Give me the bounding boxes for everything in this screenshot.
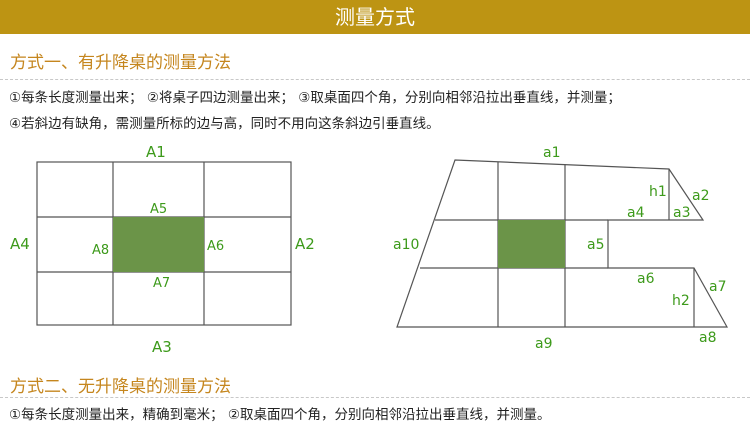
label-A4: A4 xyxy=(10,235,30,253)
label-a8: a8 xyxy=(699,330,717,346)
table-outline xyxy=(36,161,292,326)
method1-title: 方式一、有升降桌的测量方法 xyxy=(10,53,231,73)
label-A2: A2 xyxy=(295,235,315,253)
header-banner xyxy=(0,0,750,34)
label-A1: A1 xyxy=(146,143,166,161)
label-a1: a1 xyxy=(543,145,561,161)
divider xyxy=(0,397,750,398)
label-h1: h1 xyxy=(649,184,667,200)
label-a10: a10 xyxy=(393,237,419,253)
label-h2: h2 xyxy=(672,293,690,309)
label-A6: A6 xyxy=(207,239,224,254)
label-A5: A5 xyxy=(150,202,167,217)
label-a4: a4 xyxy=(627,205,645,221)
page-title: 测量方式 xyxy=(335,5,415,29)
left-highlight-area xyxy=(113,217,204,272)
label-a5: a5 xyxy=(587,237,605,253)
label-a2: a2 xyxy=(692,188,710,204)
label-A3: A3 xyxy=(152,338,172,356)
method2-title: 方式二、无升降桌的测量方法 xyxy=(10,377,231,397)
method1-line2: ④若斜边有缺角，需测量所标的边与高，同时不用向这条斜边引垂直线。 xyxy=(9,116,440,132)
method1-line1: ①每条长度测量出来； ②将桌子四边测量出来； ③取桌面四个角，分别向相邻沿拉出垂… xyxy=(9,90,621,106)
label-A8: A8 xyxy=(92,243,109,258)
divider xyxy=(0,79,750,80)
label-a7: a7 xyxy=(709,279,727,295)
label-A7: A7 xyxy=(153,276,170,291)
label-a9: a9 xyxy=(535,336,553,352)
right-highlight-area xyxy=(498,220,565,268)
label-a6: a6 xyxy=(637,271,655,287)
method2-line1: ①每条长度测量出来，精确到毫米； ②取桌面四个角，分别向相邻沿拉出垂直线，并测量… xyxy=(9,407,551,423)
label-a3: a3 xyxy=(673,205,691,221)
